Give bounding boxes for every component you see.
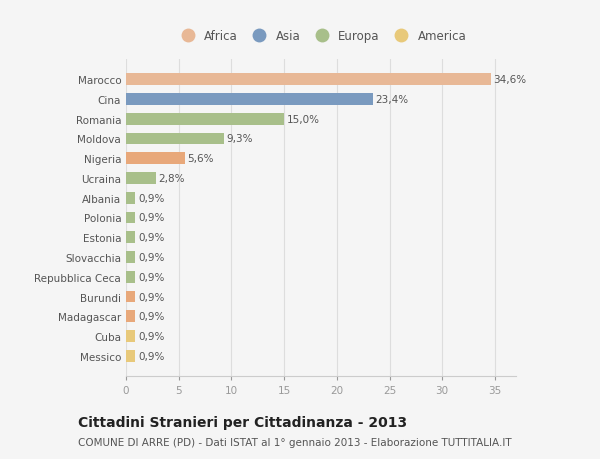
Bar xyxy=(126,291,136,303)
Bar xyxy=(126,173,155,185)
Bar xyxy=(126,271,136,283)
Text: 0,9%: 0,9% xyxy=(138,312,164,322)
Bar xyxy=(126,113,284,125)
Text: 23,4%: 23,4% xyxy=(375,95,409,105)
Text: 0,9%: 0,9% xyxy=(138,351,164,361)
Bar xyxy=(126,252,136,263)
Bar xyxy=(126,350,136,362)
Text: Cittadini Stranieri per Cittadinanza - 2013: Cittadini Stranieri per Cittadinanza - 2… xyxy=(78,415,407,429)
Text: 0,9%: 0,9% xyxy=(138,193,164,203)
Bar xyxy=(126,74,491,86)
Text: 0,9%: 0,9% xyxy=(138,292,164,302)
Text: 0,9%: 0,9% xyxy=(138,213,164,223)
Text: 0,9%: 0,9% xyxy=(138,331,164,341)
Legend: Africa, Asia, Europa, America: Africa, Asia, Europa, America xyxy=(173,28,469,45)
Text: 0,9%: 0,9% xyxy=(138,252,164,263)
Text: 34,6%: 34,6% xyxy=(493,75,526,85)
Text: 15,0%: 15,0% xyxy=(287,114,320,124)
Bar xyxy=(126,192,136,204)
Bar xyxy=(126,311,136,323)
Bar xyxy=(126,212,136,224)
Text: 9,3%: 9,3% xyxy=(227,134,253,144)
Text: COMUNE DI ARRE (PD) - Dati ISTAT al 1° gennaio 2013 - Elaborazione TUTTITALIA.IT: COMUNE DI ARRE (PD) - Dati ISTAT al 1° g… xyxy=(78,437,512,447)
Text: 2,8%: 2,8% xyxy=(158,174,185,184)
Bar xyxy=(126,330,136,342)
Bar xyxy=(126,153,185,165)
Bar xyxy=(126,133,224,145)
Text: 5,6%: 5,6% xyxy=(188,154,214,164)
Text: 0,9%: 0,9% xyxy=(138,233,164,243)
Bar xyxy=(126,232,136,244)
Bar xyxy=(126,94,373,106)
Text: 0,9%: 0,9% xyxy=(138,272,164,282)
